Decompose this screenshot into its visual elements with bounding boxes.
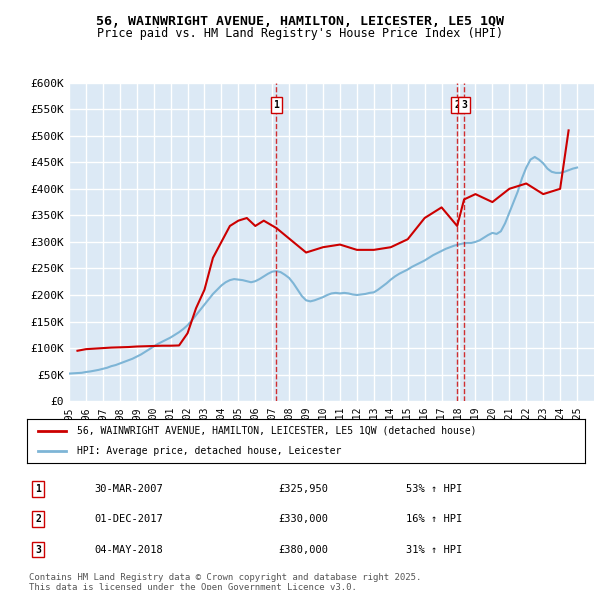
Text: Contains HM Land Registry data © Crown copyright and database right 2025.: Contains HM Land Registry data © Crown c… bbox=[29, 573, 421, 582]
Text: 1: 1 bbox=[35, 484, 41, 494]
Text: 04-MAY-2018: 04-MAY-2018 bbox=[94, 545, 163, 555]
Text: HPI: Average price, detached house, Leicester: HPI: Average price, detached house, Leic… bbox=[77, 446, 341, 456]
Text: 31% ↑ HPI: 31% ↑ HPI bbox=[406, 545, 463, 555]
Text: 2: 2 bbox=[35, 514, 41, 525]
Text: £380,000: £380,000 bbox=[278, 545, 328, 555]
Text: 53% ↑ HPI: 53% ↑ HPI bbox=[406, 484, 463, 494]
Text: £325,950: £325,950 bbox=[278, 484, 328, 494]
Text: 56, WAINWRIGHT AVENUE, HAMILTON, LEICESTER, LE5 1QW: 56, WAINWRIGHT AVENUE, HAMILTON, LEICEST… bbox=[96, 15, 504, 28]
Text: 2: 2 bbox=[454, 100, 460, 110]
Text: 1: 1 bbox=[274, 100, 280, 110]
Text: Price paid vs. HM Land Registry's House Price Index (HPI): Price paid vs. HM Land Registry's House … bbox=[97, 27, 503, 40]
Text: This data is licensed under the Open Government Licence v3.0.: This data is licensed under the Open Gov… bbox=[29, 583, 356, 590]
Text: 3: 3 bbox=[461, 100, 467, 110]
Text: £330,000: £330,000 bbox=[278, 514, 328, 525]
Text: 3: 3 bbox=[35, 545, 41, 555]
Text: 30-MAR-2007: 30-MAR-2007 bbox=[94, 484, 163, 494]
Text: 56, WAINWRIGHT AVENUE, HAMILTON, LEICESTER, LE5 1QW (detached house): 56, WAINWRIGHT AVENUE, HAMILTON, LEICEST… bbox=[77, 426, 477, 436]
Text: 01-DEC-2017: 01-DEC-2017 bbox=[94, 514, 163, 525]
Text: 16% ↑ HPI: 16% ↑ HPI bbox=[406, 514, 463, 525]
